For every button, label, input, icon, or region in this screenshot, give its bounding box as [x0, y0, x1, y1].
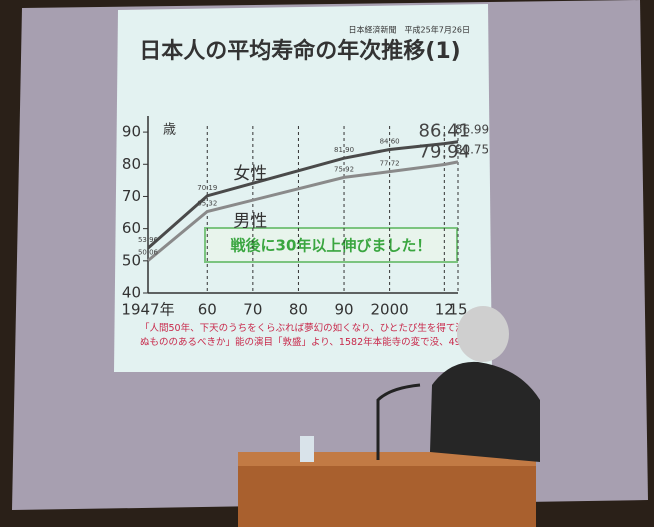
footnote: 「人間50年、下天のうちをくらぶれば夢幻の如くなり、ひとたび生を得て滅せぬものの…: [140, 322, 480, 350]
y-label: 歳: [163, 123, 176, 138]
y-tick-label: 60: [122, 219, 141, 237]
y-tick-label: 70: [122, 187, 141, 205]
value-label: 70.19: [197, 184, 217, 192]
annotation: 戦後に30年以上伸びました！: [231, 237, 432, 255]
value-label: 50.06: [138, 249, 159, 257]
x-tick-label: 60: [198, 301, 217, 319]
value-label: 81.90: [334, 146, 354, 154]
value-label: 86.99: [455, 122, 489, 136]
y-tick-label: 90: [122, 123, 141, 141]
x-tick-label: 1947年: [121, 301, 174, 319]
source: 日本経済新聞 平成25年7月26日: [349, 25, 470, 35]
value-label: 80.75: [455, 142, 489, 156]
x-tick-label: 2000: [371, 301, 409, 319]
y-tick-label: 40: [122, 284, 141, 302]
y-tick-label: 80: [122, 155, 141, 173]
footnote-box: 「人間50年、下天のうちをくらぶれば夢幻の如くなり、ひとたび生を得て滅せぬものの…: [140, 322, 480, 366]
value-label: 77.72: [380, 160, 400, 168]
value-label: 65.32: [197, 200, 217, 208]
series-name: 女性: [233, 164, 267, 184]
x-tick-label: 70: [243, 301, 262, 319]
x-tick-label: 80: [289, 301, 308, 319]
slide-title: 日本人の平均寿命の年次推移(1): [139, 38, 460, 64]
x-tick-label: 90: [334, 301, 353, 319]
bottle: [300, 436, 314, 462]
speaker-head: [457, 306, 509, 362]
photo: 日本人の平均寿命の年次推移(1) 日本経済新聞 平成25年7月26日 歳 戦後に…: [0, 0, 654, 527]
value-label: 75.92: [334, 165, 354, 173]
value-label: 53.96: [138, 236, 159, 244]
value-label: 84.60: [380, 137, 400, 145]
page: 日本人の平均寿命の年次推移(1) 日本経済新聞 平成25年7月26日 歳 戦後に…: [0, 0, 654, 527]
series-name: 男性: [233, 212, 267, 232]
